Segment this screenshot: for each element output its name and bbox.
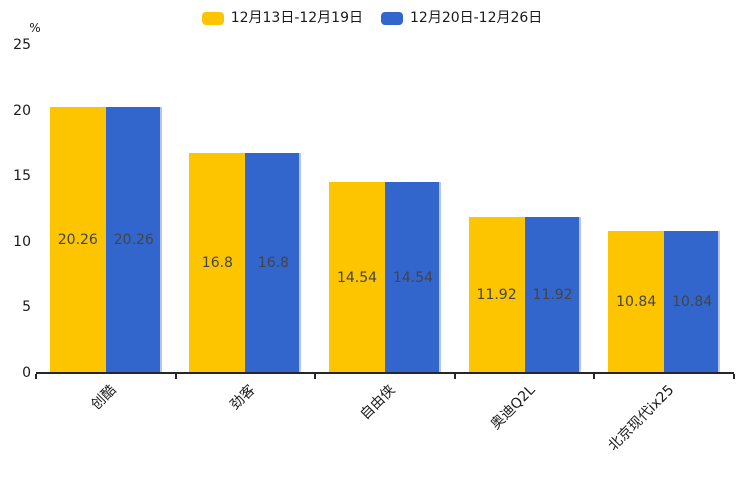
- bar-s0-c4: [608, 230, 665, 373]
- bar-value-label: 10.84: [616, 293, 657, 310]
- bar-s1-c3: [524, 216, 581, 373]
- y-tick-label: 25: [13, 37, 31, 53]
- bar-value-label: 11.92: [532, 286, 573, 303]
- y-tick-label: 5: [22, 299, 31, 316]
- bar-s1-c2: [385, 182, 441, 373]
- x-category-label: 北京现代ix25: [605, 382, 678, 455]
- bar-value-label: 16.8: [257, 254, 289, 271]
- legend-swatch-icon: [201, 11, 224, 25]
- bar-value-label: 11.92: [476, 286, 517, 303]
- y-tick-label: 0: [22, 365, 31, 381]
- x-axis-tick: [314, 374, 317, 379]
- bar-s0-c2: [329, 182, 385, 373]
- bar-s0-c3: [468, 216, 525, 373]
- x-axis-tick: [733, 374, 735, 379]
- bar-value-label: 20.26: [113, 232, 154, 249]
- legend-label: 12月13日-12月19日: [230, 10, 363, 26]
- y-axis-unit-label: %: [29, 21, 41, 35]
- bar-value-label: 14.54: [336, 269, 378, 286]
- x-category-label: 创酷: [88, 382, 120, 414]
- y-tick-label: 15: [13, 168, 31, 185]
- bar-value-label: 10.84: [672, 293, 713, 310]
- bar-s1-c1: [245, 152, 302, 373]
- x-axis-tick: [35, 374, 37, 379]
- legend-label: 12月20日-12月26日: [410, 10, 543, 26]
- bar-value-label: 20.26: [57, 232, 98, 249]
- x-category-label: 奥迪Q2L: [487, 382, 539, 433]
- x-category-label: 自由侠: [357, 382, 399, 424]
- legend-swatch-icon: [381, 11, 403, 25]
- x-axis-tick: [174, 374, 177, 379]
- bar-s1-c0: [105, 107, 162, 373]
- y-tick-label: 20: [13, 102, 31, 119]
- bar-value-label: 14.54: [392, 269, 434, 286]
- legend-item: 12月13日-12月19日: [201, 8, 363, 28]
- y-tick-label: 10: [13, 233, 31, 250]
- legend-item: 12月20日-12月26日: [381, 8, 542, 28]
- x-axis-line: [36, 372, 734, 374]
- bar-s1-c4: [664, 230, 721, 373]
- bar-s0-c0: [49, 107, 106, 373]
- bar-value-label: 16.8: [201, 254, 233, 271]
- x-category-label: 劲客: [227, 382, 259, 414]
- x-axis-tick: [593, 374, 596, 379]
- bar-s0-c1: [189, 152, 246, 373]
- x-axis-tick: [453, 374, 456, 379]
- legend: 12月13日-12月19日 12月20日-12月26日: [0, 8, 744, 28]
